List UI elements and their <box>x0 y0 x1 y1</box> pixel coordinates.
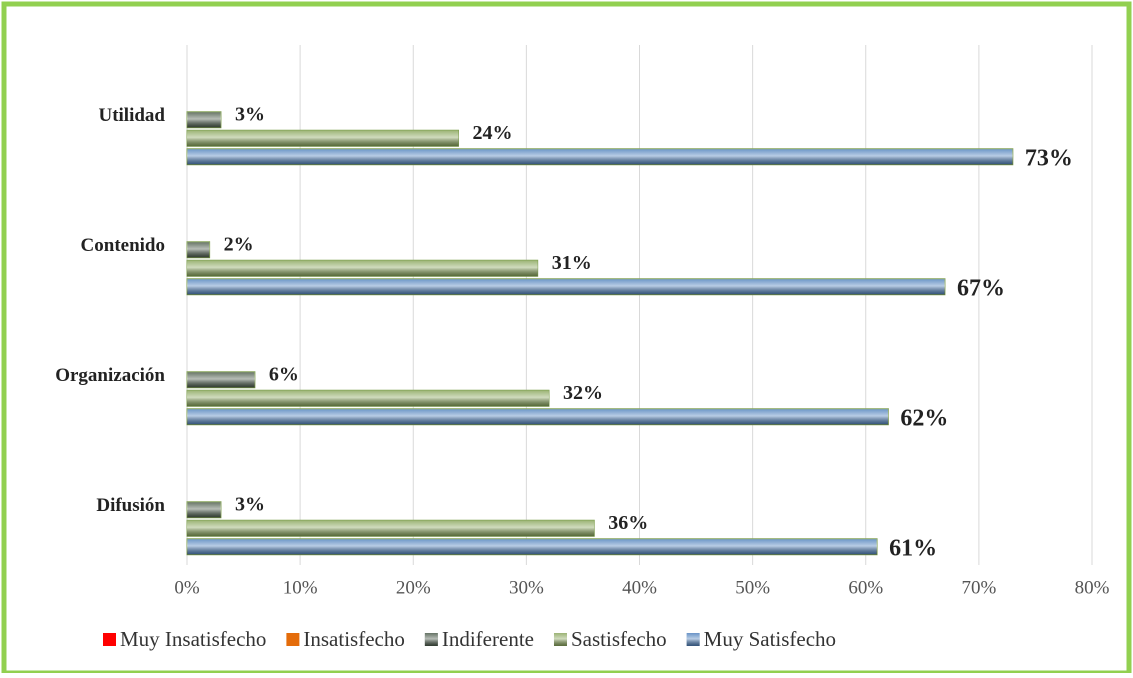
legend-label: Muy Insatisfecho <box>120 627 266 651</box>
legend-label: Muy Satisfecho <box>704 627 836 651</box>
legend-swatch-shine <box>686 633 700 646</box>
x-tick-label: 0% <box>174 577 200 598</box>
bar-shine <box>187 130 459 147</box>
data-label: 36% <box>608 512 648 534</box>
bar-shine <box>187 278 945 295</box>
x-tick-label: 30% <box>509 577 544 598</box>
x-tick-label: 20% <box>396 577 431 598</box>
data-label: 32% <box>563 382 603 404</box>
legend-swatch <box>286 633 300 646</box>
x-tick-label: 60% <box>848 577 883 598</box>
bar-shine <box>187 241 210 258</box>
bar-shine <box>187 148 1013 165</box>
x-tick-label: 40% <box>622 577 657 598</box>
bar-shine <box>187 538 878 555</box>
x-tick-label: 10% <box>283 577 318 598</box>
category-label: Organización <box>55 365 165 386</box>
legend-swatch <box>103 633 116 646</box>
category-label: Difusión <box>96 495 165 516</box>
bar-shine <box>187 408 889 425</box>
legend-swatch-shine <box>424 633 438 646</box>
data-label: 24% <box>473 122 513 144</box>
data-label: 3% <box>235 103 265 125</box>
bar-shine <box>187 520 595 537</box>
data-label: 73% <box>1025 145 1073 171</box>
legend-label: Insatisfecho <box>303 627 404 651</box>
bar-shine <box>187 390 549 407</box>
legend-label: Indiferente <box>442 627 534 651</box>
category-label: Utilidad <box>98 105 165 126</box>
bar-shine <box>187 371 255 388</box>
bar-shine <box>187 111 221 128</box>
data-label: 3% <box>235 493 265 515</box>
data-label: 31% <box>552 252 592 274</box>
data-label: 62% <box>900 405 948 431</box>
category-label: Contenido <box>81 235 165 256</box>
data-label: 2% <box>224 233 254 255</box>
x-tick-label: 80% <box>1075 577 1110 598</box>
bar-shine <box>187 501 221 518</box>
data-label: 6% <box>269 363 299 385</box>
legend-label: Sastisfecho <box>571 627 667 651</box>
x-tick-label: 70% <box>961 577 996 598</box>
bar-shine <box>187 260 538 277</box>
x-tick-label: 50% <box>735 577 770 598</box>
data-label: 67% <box>957 275 1005 301</box>
data-label: 61% <box>889 535 937 561</box>
legend-swatch-shine <box>553 633 567 646</box>
